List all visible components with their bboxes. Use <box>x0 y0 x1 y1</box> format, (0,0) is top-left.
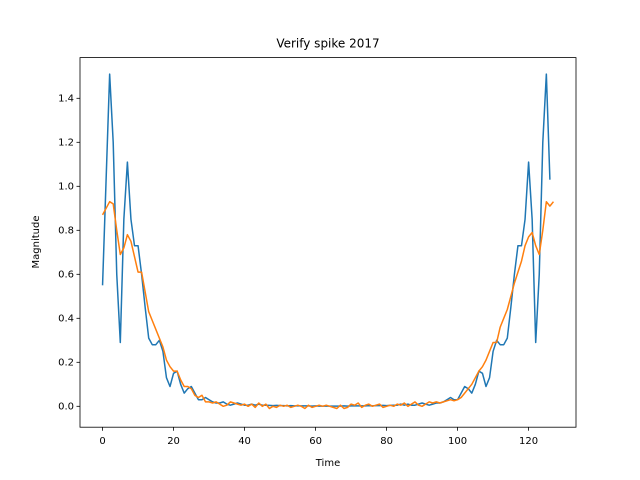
y-tick-label: 0.6 <box>58 269 74 280</box>
chart-title: Verify spike 2017 <box>276 37 379 51</box>
plot-frame <box>79 57 577 428</box>
x-axis-label: Time <box>315 458 340 469</box>
y-tick-label: 0.8 <box>58 225 74 236</box>
x-tick-label: 0 <box>99 436 105 447</box>
series-line <box>101 73 551 407</box>
y-tick-label: 1.2 <box>58 137 74 148</box>
y-tick-label: 0.2 <box>58 357 74 368</box>
x-tick-label: 80 <box>380 436 393 447</box>
x-tick-label: 40 <box>238 436 251 447</box>
y-axis-label: Magnitude <box>31 216 42 269</box>
y-tick-label: 1.4 <box>58 93 74 104</box>
series-line <box>101 200 555 410</box>
y-tick-label: 0.0 <box>58 401 74 412</box>
x-tick-label: 20 <box>167 436 180 447</box>
x-tick-label: 120 <box>519 436 538 447</box>
x-tick-label: 60 <box>309 436 322 447</box>
y-tick-label: 1.0 <box>58 181 74 192</box>
x-tick-label: 100 <box>448 436 467 447</box>
y-tick-label: 0.4 <box>58 313 74 324</box>
